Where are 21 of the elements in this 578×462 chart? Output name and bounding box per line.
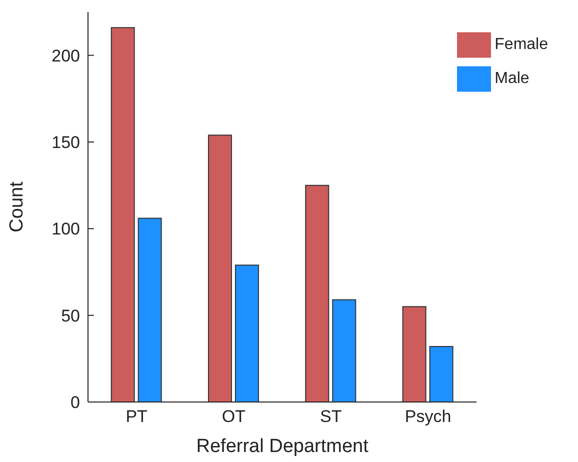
bar bbox=[234, 264, 259, 402]
bar bbox=[208, 134, 232, 402]
y-tick-label: 150 bbox=[52, 133, 80, 152]
y-tick-label: 50 bbox=[61, 306, 80, 326]
legend-label: Female bbox=[494, 36, 548, 54]
x-tick-label: ST bbox=[320, 407, 342, 426]
y-axis-title: Count bbox=[6, 180, 28, 232]
bar bbox=[138, 218, 162, 402]
bar bbox=[305, 184, 330, 402]
y-tick-label: 100 bbox=[52, 220, 80, 239]
x-tick-label: PT bbox=[126, 407, 148, 426]
x-tick-label: Psych bbox=[404, 407, 452, 426]
bar bbox=[429, 346, 454, 402]
legend-label: Male bbox=[494, 70, 530, 88]
x-axis-title: Referral Department bbox=[196, 436, 370, 457]
y-tick-label: 0 bbox=[70, 393, 80, 412]
bar bbox=[402, 306, 426, 402]
bar bbox=[110, 27, 135, 402]
x-tick-label: OT bbox=[222, 407, 246, 426]
bar bbox=[332, 299, 356, 402]
y-tick-label: 200 bbox=[52, 46, 80, 66]
